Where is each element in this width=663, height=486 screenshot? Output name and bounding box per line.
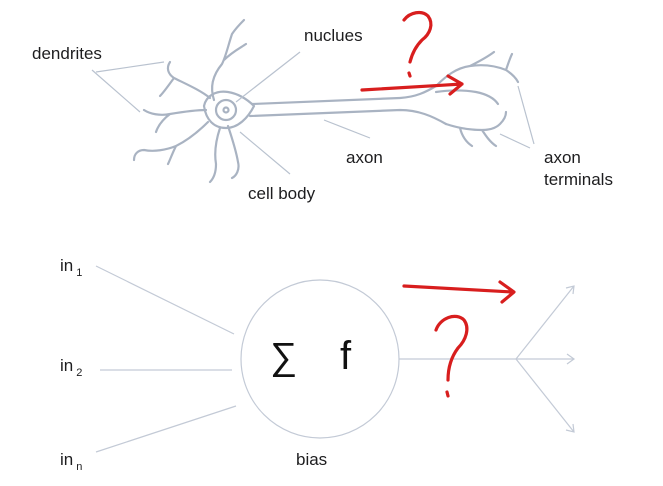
input-line-1	[95, 265, 235, 335]
input-label-2-sub: 2	[76, 367, 83, 379]
dendrite-bottom	[208, 124, 240, 184]
arrowhead-mid	[566, 353, 576, 365]
input-label-2-base: in	[60, 356, 74, 375]
axon-lower-edge	[248, 108, 448, 126]
perceptron-lines	[95, 265, 576, 453]
nucleolus	[222, 106, 230, 114]
neuron-node-circle	[240, 279, 400, 439]
ink-question-top-dot	[407, 71, 412, 78]
input-label-n-sub: n	[76, 461, 83, 473]
arrowhead-up	[565, 285, 575, 295]
input-label-2: in 2	[60, 356, 83, 379]
input-label-1-sub: 1	[76, 267, 83, 279]
input-label-1: in 1	[60, 256, 83, 279]
activation-symbol: f	[340, 334, 352, 378]
label-nucleus: nuclues	[304, 26, 363, 45]
neuron-illustration	[132, 18, 520, 184]
input-label-1-base: in	[60, 256, 74, 275]
label-axon: axon	[346, 148, 383, 167]
leader-dendrites-2	[95, 61, 165, 73]
label-cell-body: cell body	[248, 184, 316, 203]
axon-terminal-lower	[444, 110, 508, 148]
ink-arrow-bottom	[402, 280, 516, 304]
leader-dendrites-1	[91, 69, 141, 113]
dendrite-upper	[211, 18, 248, 102]
leader-axon	[323, 119, 371, 139]
axon-upper-edge	[250, 84, 438, 106]
label-dendrites: dendrites	[32, 44, 102, 63]
label-axon-terminals-line2: terminals	[544, 170, 613, 189]
input-label-n-base: in	[60, 450, 74, 469]
ink-arrow-top	[360, 74, 464, 96]
output-branch-down	[515, 358, 575, 433]
ink-annotations	[360, 10, 516, 398]
arrowhead-down	[565, 423, 575, 433]
ink-question-top-curve	[402, 10, 433, 64]
dendrite-lower	[132, 120, 210, 166]
neuron-leader-lines	[91, 51, 535, 175]
axon-terminal-upper	[434, 50, 520, 88]
sum-symbol: ∑	[270, 336, 298, 378]
leader-terminals-2	[499, 133, 531, 149]
label-axon-terminals-line1: axon	[544, 148, 581, 167]
input-label-n: in n	[60, 450, 83, 473]
ink-question-bottom-curve	[434, 314, 469, 382]
cell-body-outline	[202, 90, 256, 130]
ink-question-bottom-dot	[445, 390, 450, 398]
leader-terminals-1	[517, 85, 535, 145]
nucleus	[214, 98, 238, 122]
leader-cell-body	[239, 131, 291, 175]
label-bias: bias	[296, 450, 328, 469]
output-branch-up	[515, 285, 575, 360]
dendrite-upper-2	[158, 60, 212, 100]
axon-terminal-middle	[434, 89, 500, 106]
leader-nucleus	[235, 51, 301, 103]
input-line-n	[95, 405, 237, 453]
dendrite-left	[142, 108, 208, 134]
